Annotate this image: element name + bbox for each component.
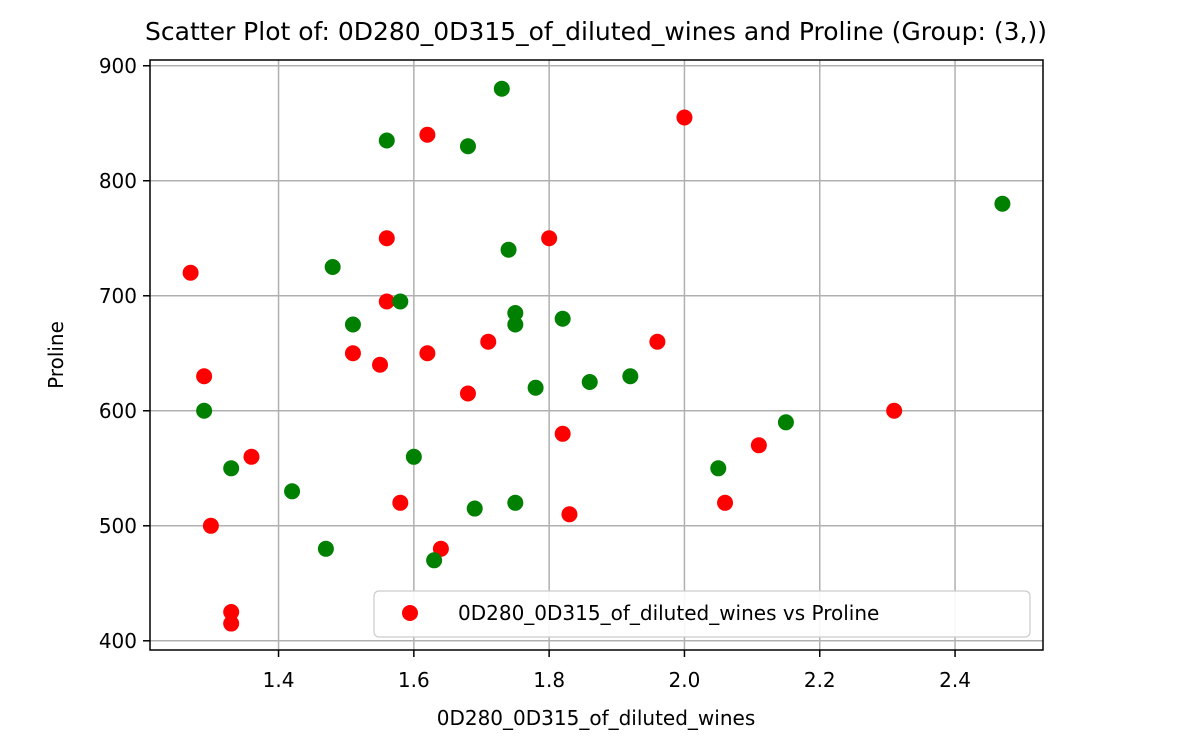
data-point-series-2 [581,374,598,391]
x-tick-label: 2.4 [939,668,971,692]
y-tick-label: 700 [99,284,137,308]
data-points [182,80,1011,632]
data-point-series-1 [378,230,395,247]
data-point-series-1 [223,604,240,621]
data-point-series-2 [994,195,1011,212]
data-point-series-1 [717,494,734,511]
data-point-series-2 [500,241,517,258]
legend-label: 0D280_0D315_of_diluted_wines vs Proline [458,601,879,625]
data-point-series-2 [196,402,213,419]
data-point-series-1 [676,109,693,126]
chart-title: Scatter Plot of: 0D280_0D315_of_diluted_… [145,17,1047,46]
grid-lines [150,60,1043,650]
data-point-series-2 [344,316,361,333]
y-tick-label: 600 [99,399,137,423]
data-point-series-2 [378,132,395,149]
data-point-series-2 [493,80,510,97]
data-point-series-1 [202,517,219,534]
data-point-series-1 [419,126,436,143]
data-point-series-1 [750,437,767,454]
y-tick-label: 500 [99,514,137,538]
data-point-series-1 [459,385,476,402]
data-point-series-1 [419,345,436,362]
data-point-series-2 [324,259,341,276]
data-point-series-1 [223,615,240,632]
data-point-series-1 [541,230,558,247]
data-point-series-2 [507,305,524,322]
y-tick-label: 400 [99,629,137,653]
x-axis-label: 0D280_0D315_of_diluted_wines [437,706,756,730]
data-point-series-1 [886,402,903,419]
x-tick-label: 2.2 [804,668,836,692]
data-point-series-2 [554,310,571,327]
data-point-series-2 [392,293,409,310]
data-point-series-2 [317,540,334,557]
data-point-series-2 [777,414,794,431]
x-tick-label: 2.0 [669,668,701,692]
data-point-series-2 [284,483,301,500]
legend: 0D280_0D315_of_diluted_wines vs Proline [373,590,1031,638]
data-point-series-2 [507,316,524,333]
data-point-series-1 [649,333,666,350]
x-axis: 1.4 1.6 1.8 2.0 2.2 2.4 [263,650,971,692]
data-point-series-1 [480,333,497,350]
y-axis-label: Proline [44,321,68,389]
data-point-series-1 [196,368,213,385]
data-point-series-1 [372,356,389,373]
data-point-series-2 [466,500,483,517]
x-tick-label: 1.8 [533,668,565,692]
data-point-series-1 [182,264,199,281]
plot-area-frame [149,59,1044,651]
data-point-series-2 [426,552,443,569]
data-point-series-1 [554,425,571,442]
data-point-series-2 [223,460,240,477]
data-point-series-1 [378,293,395,310]
data-point-series-1 [392,494,409,511]
x-tick-label: 1.4 [263,668,295,692]
legend-box [373,590,1031,638]
y-tick-label: 800 [99,169,137,193]
data-point-series-2 [459,138,476,155]
data-point-series-1 [344,345,361,362]
data-point-series-2 [710,460,727,477]
x-tick-label: 1.6 [398,668,430,692]
data-point-series-1 [561,506,578,523]
legend-marker [402,605,418,621]
y-axis: 400 500 600 700 800 900 [99,54,150,653]
data-point-series-2 [527,379,544,396]
data-point-series-2 [405,448,422,465]
data-point-series-2 [622,368,639,385]
data-point-series-2 [507,494,524,511]
data-point-series-1 [243,448,260,465]
y-tick-label: 900 [99,54,137,78]
